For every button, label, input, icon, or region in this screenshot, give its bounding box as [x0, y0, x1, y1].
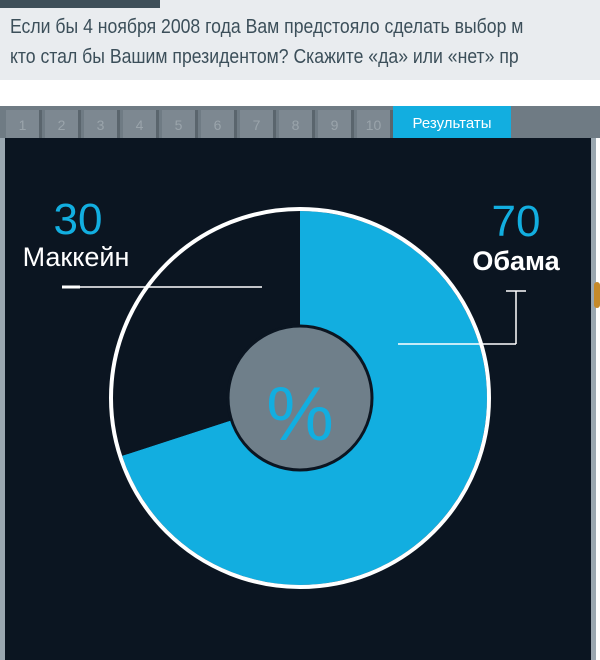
tab-8[interactable]: 8	[279, 110, 315, 138]
tab-5[interactable]: 5	[162, 110, 198, 138]
question-tabs: 1 2 3 4 5 6 7 8 9 10	[0, 106, 600, 138]
mccain-value-label: 30	[54, 195, 103, 244]
tab-1[interactable]: 1	[6, 110, 42, 138]
percent-symbol: %	[266, 372, 334, 457]
question-line-1: Если бы 4 ноября 2008 года Вам предстоял…	[10, 15, 524, 38]
center-circle	[226, 324, 374, 472]
tab-10[interactable]: 10	[357, 110, 393, 138]
tab-3[interactable]: 3	[84, 110, 120, 138]
obama-name-label: Обама	[472, 246, 560, 276]
tab-results[interactable]: Результаты	[393, 106, 511, 138]
top-strip	[0, 0, 600, 12]
chart-ring	[109, 207, 491, 589]
title-fragment-bar	[0, 0, 160, 8]
mccain-name-label: Маккейн	[23, 242, 130, 272]
question-text: Если бы 4 ноября 2008 года Вам предстоял…	[10, 12, 600, 72]
edge-marker	[594, 282, 600, 308]
spacer	[0, 80, 600, 100]
tab-6[interactable]: 6	[201, 110, 237, 138]
tab-9[interactable]: 9	[318, 110, 354, 138]
tab-2[interactable]: 2	[45, 110, 81, 138]
tab-4[interactable]: 4	[123, 110, 159, 138]
tab-7[interactable]: 7	[240, 110, 276, 138]
question-line-2: кто стал бы Вашим президентом? Скажите «…	[10, 45, 519, 68]
obama-value-label: 70	[492, 197, 541, 246]
